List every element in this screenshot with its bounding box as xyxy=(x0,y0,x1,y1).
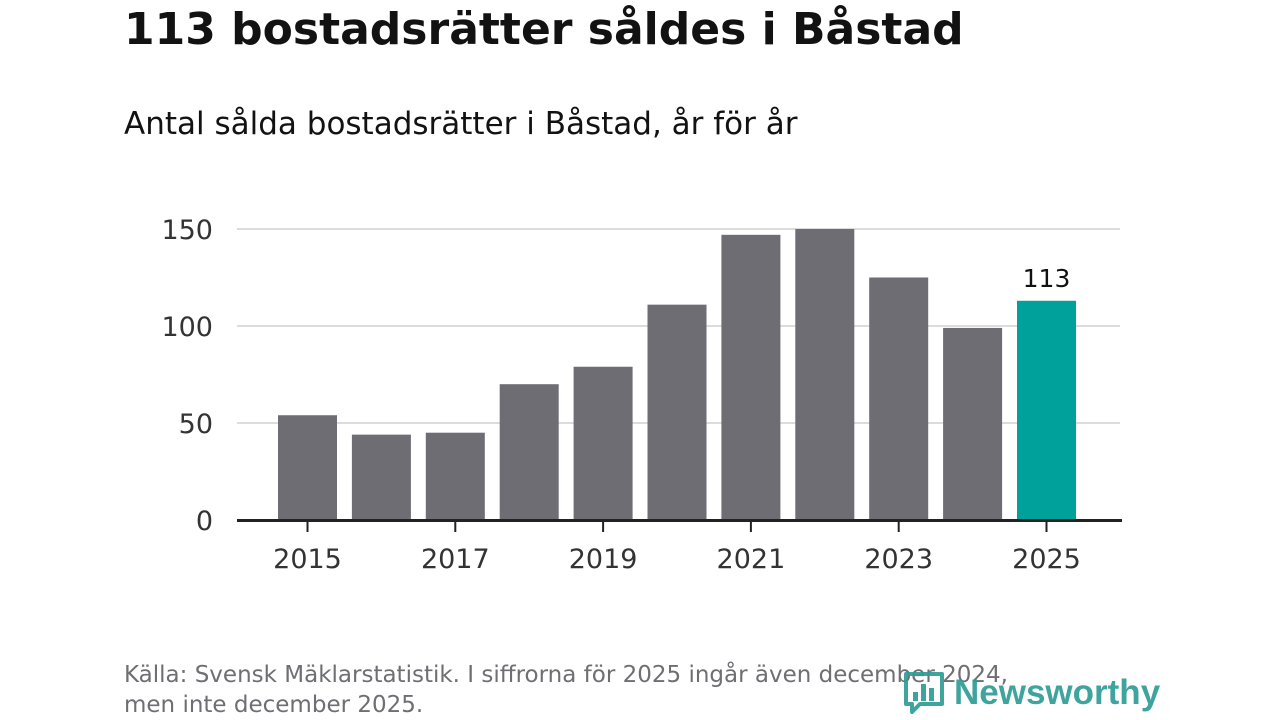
bar-2023 xyxy=(869,277,929,520)
bar-2017 xyxy=(425,432,485,520)
bar-2015 xyxy=(278,415,337,520)
source-line-1: Källa: Svensk Mäklarstatistik. I siffror… xyxy=(124,662,1008,688)
x-tick-label-2019: 2019 xyxy=(569,544,638,575)
x-tick-label-2021: 2021 xyxy=(717,544,786,575)
bar-2021 xyxy=(721,234,781,520)
bar-2025 xyxy=(1017,300,1076,520)
x-tick-label-2025: 2025 xyxy=(1012,544,1081,575)
x-tick-label-2023: 2023 xyxy=(864,544,933,575)
logo-text: Newsworthy xyxy=(954,673,1161,712)
y-tick-label-150: 150 xyxy=(161,215,213,246)
chart-title: 113 bostadsrätter såldes i Båstad xyxy=(124,4,964,55)
y-tick-label-50: 50 xyxy=(179,409,213,440)
data-label-2025: 113 xyxy=(1023,264,1071,293)
bar-2018 xyxy=(499,384,559,520)
newsworthy-logo: Newsworthy xyxy=(902,670,1160,716)
source-note: Källa: Svensk Mäklarstatistik. I siffror… xyxy=(124,660,1124,720)
newsworthy-chart-icon xyxy=(902,670,946,716)
source-line-2: men inte december 2025. xyxy=(124,692,424,718)
bar-2016 xyxy=(351,434,411,520)
bar-2022 xyxy=(795,229,855,520)
bar-2020 xyxy=(647,304,707,520)
bar-2024 xyxy=(943,327,1003,520)
chart-subtitle: Antal sålda bostadsrätter i Båstad, år f… xyxy=(124,106,798,142)
y-tick-label-0: 0 xyxy=(196,506,213,537)
y-tick-label-100: 100 xyxy=(161,312,213,343)
bar-2019 xyxy=(573,366,633,520)
x-tick-label-2017: 2017 xyxy=(421,544,490,575)
x-tick-label-2015: 2015 xyxy=(273,544,342,575)
